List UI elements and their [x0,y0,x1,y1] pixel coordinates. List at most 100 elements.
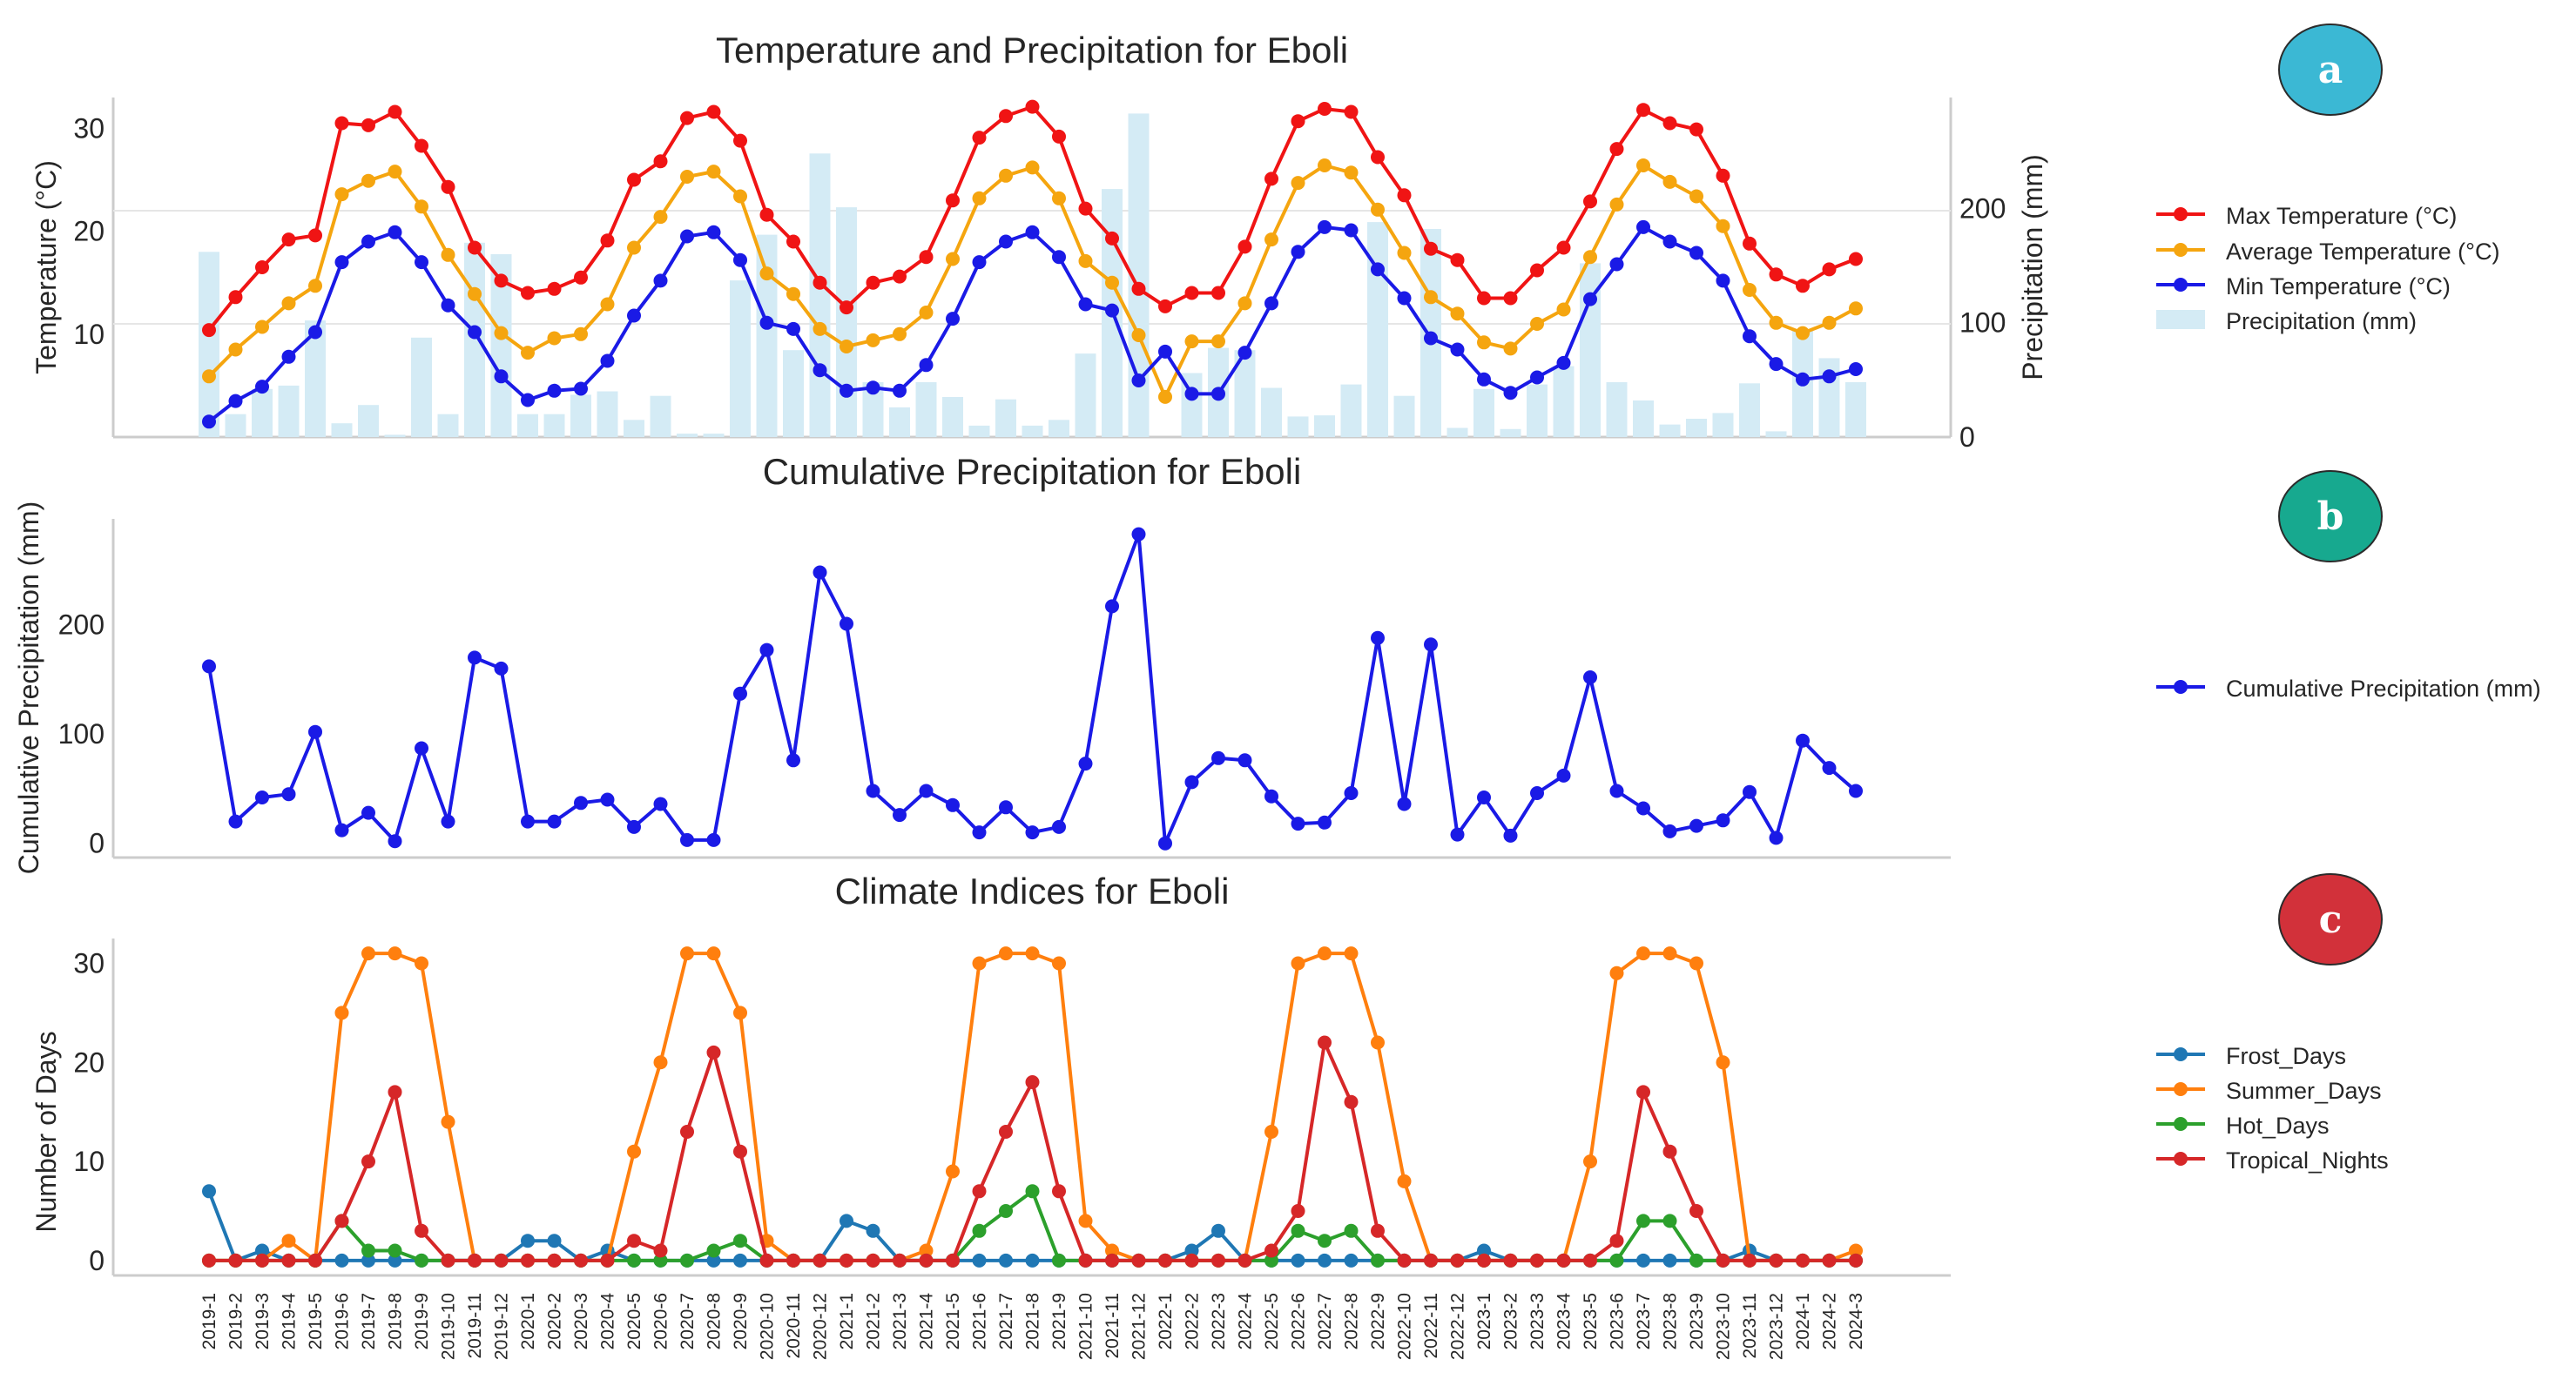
precipitation-bar [783,350,804,437]
data-point-average-temperature-c [202,369,216,384]
legend-marker-hot [2174,1117,2188,1131]
data-point-tropical-nights [1052,1184,1066,1199]
data-point-summer-days [388,946,402,961]
data-point-tropical-nights [1822,1253,1837,1268]
x-tick-label: 2020-5 [624,1293,644,1349]
x-tick-label: 2023-9 [1687,1293,1707,1349]
data-point-min-temperature-c [255,380,269,394]
data-point-min-temperature-c [521,393,535,407]
data-point-min-temperature-c [308,325,322,340]
data-point-cumulative-precipitation-mm [893,808,907,823]
data-point-cumulative-precipitation-mm [1716,813,1730,828]
data-point-min-temperature-c [1105,303,1119,318]
data-point-cumulative-precipitation-mm [255,791,269,804]
data-point-tropical-nights [255,1253,269,1268]
data-point-cumulative-precipitation-mm [1078,757,1093,771]
data-point-tropical-nights [202,1253,216,1268]
precipitation-bar [543,414,565,437]
data-point-max-temperature-c [1769,267,1784,282]
data-point-average-temperature-c [1769,315,1784,330]
data-point-tropical-nights [1237,1253,1252,1268]
y-axis-label: Cumulative Precipitation (mm) [13,501,44,875]
data-point-max-temperature-c [946,193,960,208]
data-point-frost-days [547,1234,562,1248]
x-tick-label: 2023-11 [1740,1293,1760,1359]
x-tick-label: 2023-7 [1634,1293,1654,1349]
data-point-hot-days [1609,1253,1624,1268]
data-point-cumulative-precipitation-mm [1184,775,1199,790]
y-axis-label: Temperature (°C) [30,160,62,374]
x-tick-label: 2022-11 [1421,1293,1441,1359]
data-point-cumulative-precipitation-mm [574,796,588,811]
x-tick-label: 2023-6 [1608,1293,1628,1349]
data-point-tropical-nights [1503,1253,1518,1268]
data-point-tropical-nights [1264,1243,1278,1258]
data-point-cumulative-precipitation-mm [1503,828,1518,843]
data-point-tropical-nights [281,1253,296,1268]
data-point-cumulative-precipitation-mm [1822,761,1837,776]
precipitation-bar [756,234,778,437]
data-point-tropical-nights [840,1253,853,1268]
data-point-frost-days [1211,1223,1225,1238]
legend-marker-min [2174,278,2188,292]
x-tick-label: 2022-6 [1289,1293,1309,1349]
data-point-summer-days [361,946,375,961]
data-point-min-temperature-c [759,315,774,330]
data-point-min-temperature-c [1264,296,1278,311]
data-point-tropical-nights [547,1253,562,1268]
data-point-tropical-nights [1371,1223,1385,1238]
data-point-summer-days [1609,965,1624,980]
precipitation-bar [1553,366,1575,437]
data-point-min-temperature-c [494,369,509,384]
data-point-summer-days [653,1055,668,1070]
data-point-tropical-nights [334,1214,349,1228]
data-point-min-temperature-c [388,225,402,239]
data-point-tropical-nights [1291,1204,1305,1218]
data-point-min-temperature-c [600,353,615,368]
data-point-average-temperature-c [1424,290,1438,305]
data-point-max-temperature-c [547,281,562,296]
precipitation-bar [411,337,432,437]
data-point-average-temperature-c [1237,296,1252,311]
data-point-min-temperature-c [281,349,296,364]
data-point-tropical-nights [1636,1085,1650,1100]
chart-title: Climate Indices for Eboli [835,871,1230,912]
data-point-max-temperature-c [1503,291,1518,306]
data-point-tropical-nights [1662,1144,1677,1159]
x-tick-label: 2022-5 [1262,1293,1282,1349]
y-tick-label: 30 [73,113,105,145]
temperature-lines [202,99,1863,429]
x-tick-label: 2019-8 [386,1293,406,1349]
data-point-min-temperature-c [653,273,668,288]
legend-label-max: Max Temperature (°C) [2226,203,2457,229]
data-point-cumulative-precipitation-mm [1636,801,1650,816]
chart-title: Temperature and Precipitation for Eboli [716,30,1348,71]
data-point-cumulative-precipitation-mm [468,650,482,665]
data-point-tropical-nights [1477,1253,1491,1268]
precipitation-bar [650,395,671,437]
data-point-average-temperature-c [1450,306,1465,321]
x-tick-label: 2022-9 [1368,1293,1388,1349]
x-tick-label: 2019-7 [359,1293,379,1349]
data-point-average-temperature-c [1849,301,1863,316]
data-point-average-temperature-c [1662,174,1677,189]
data-point-hot-days [361,1243,375,1258]
data-point-hot-days [653,1253,668,1268]
legend-indices: Frost_Days Summer_Days Hot_Days Tropical… [2156,1043,2389,1174]
data-point-average-temperature-c [1211,334,1225,349]
y-tick-label: 20 [73,1046,105,1078]
data-point-summer-days [1078,1214,1093,1228]
data-point-average-temperature-c [1105,275,1119,290]
data-point-cumulative-precipitation-mm [600,792,615,807]
data-point-max-temperature-c [255,260,269,274]
data-point-tropical-nights [521,1253,535,1268]
precipitation-bar [703,434,725,437]
precipitation-bar [1075,353,1096,437]
precipitation-bar [624,420,644,437]
precipitation-bar [252,388,273,437]
data-point-min-temperature-c [680,229,694,244]
data-point-summer-days [1716,1055,1730,1070]
data-point-tropical-nights [1344,1094,1359,1109]
y-tick-label: 100 [1959,307,2006,339]
